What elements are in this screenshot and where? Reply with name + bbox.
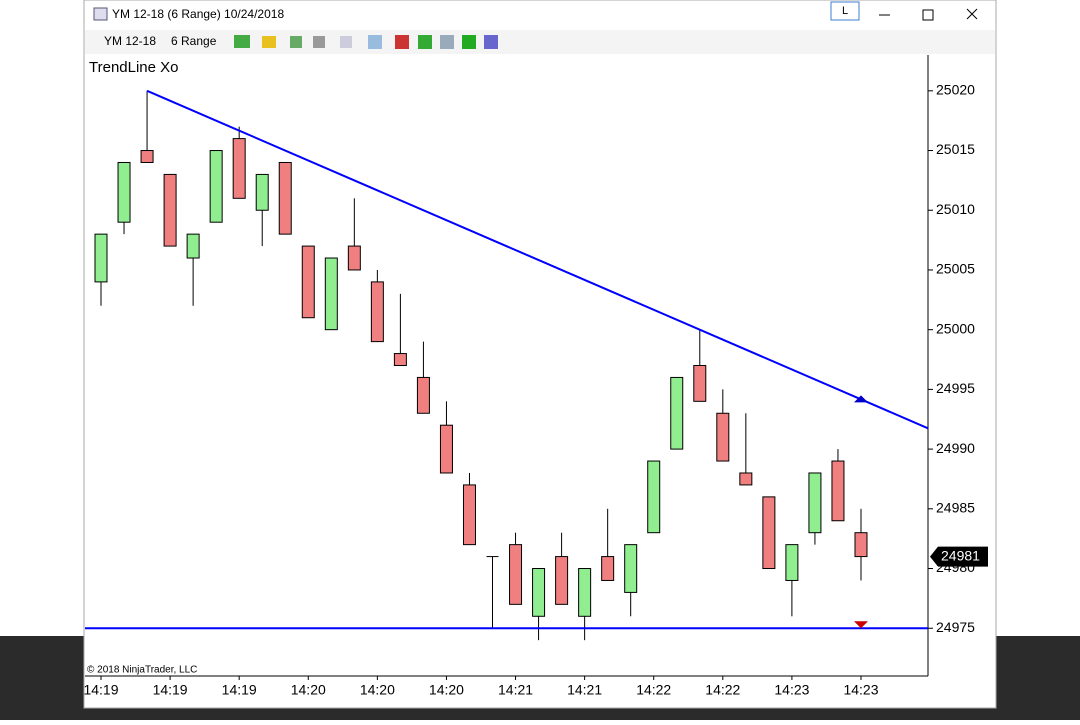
x-tick-label: 14:23 <box>843 682 878 698</box>
y-tick-label: 25005 <box>936 261 975 277</box>
app-icon <box>93 7 108 21</box>
candle-body <box>117 161 131 223</box>
plot: 2497524980249852499024995250002500525010… <box>83 82 988 698</box>
toolbar-icons[interactable] <box>234 35 498 49</box>
candle-body <box>739 472 753 486</box>
y-tick-label: 25000 <box>936 320 975 336</box>
trend-line <box>146 89 929 430</box>
candle-body <box>140 150 154 163</box>
candle-body <box>255 173 269 211</box>
chart-title: TrendLine Xo <box>89 59 179 76</box>
x-tick-label: 14:20 <box>429 682 464 698</box>
desktop-background <box>0 708 1080 720</box>
tool-icon[interactable] <box>313 36 325 48</box>
tool-icon[interactable] <box>484 35 498 49</box>
desktop-background <box>0 636 84 720</box>
x-tick-label: 14:22 <box>636 682 671 698</box>
candle-body <box>301 245 315 319</box>
candle-body <box>416 376 430 414</box>
x-tick-label: 14:20 <box>291 682 326 698</box>
x-tick-label: 14:19 <box>222 682 257 698</box>
copyright: © 2018 NinjaTrader, LLC <box>87 665 197 676</box>
tool-icon[interactable] <box>290 36 302 48</box>
candle-body <box>278 161 292 235</box>
draw-icon[interactable] <box>262 36 276 48</box>
candle-body <box>831 460 845 522</box>
x-tick-label: 14:21 <box>567 682 602 698</box>
candle-body <box>854 532 868 558</box>
maximize-button[interactable] <box>922 9 934 21</box>
x-tick-label: 14:22 <box>705 682 740 698</box>
close-button[interactable] <box>966 8 978 20</box>
candle-body <box>509 544 523 605</box>
y-tick-label: 24990 <box>936 440 975 456</box>
candle-body <box>370 281 384 343</box>
candle-body <box>393 353 407 366</box>
zoom-icon[interactable] <box>368 35 382 49</box>
candle-body <box>209 150 223 223</box>
candle-body <box>624 544 638 593</box>
candle-body <box>578 568 592 617</box>
y-tick-label: 25010 <box>936 201 975 217</box>
alert-marker-up <box>853 395 868 403</box>
chart-style-icon[interactable] <box>234 35 250 48</box>
candle-body <box>693 365 707 402</box>
candle-body <box>601 556 615 581</box>
y-tick-label: 24975 <box>936 619 975 635</box>
candle-body <box>555 556 569 605</box>
candle-body <box>808 472 822 534</box>
select-icon[interactable] <box>340 36 352 48</box>
candle-body <box>532 568 546 617</box>
tool-icon[interactable] <box>462 35 476 49</box>
link-button-label[interactable]: L <box>842 5 848 17</box>
candle-body <box>647 460 661 534</box>
x-tick-label: 14:23 <box>774 682 809 698</box>
candle-body <box>762 496 776 570</box>
instrument-selector[interactable]: YM 12-18 <box>104 34 156 48</box>
candle-body <box>716 412 730 462</box>
period-selector[interactable]: 6 Range <box>171 34 217 48</box>
x-tick-label: 14:20 <box>360 682 395 698</box>
x-tick-label: 14:19 <box>83 682 118 698</box>
tool-icon[interactable] <box>440 35 454 49</box>
y-tick-label: 24985 <box>936 500 975 516</box>
tool-icon[interactable] <box>418 35 432 49</box>
link-button[interactable] <box>830 1 860 21</box>
candle-body <box>94 233 108 283</box>
candle-body <box>186 233 200 259</box>
y-tick-label: 24995 <box>936 380 975 396</box>
desktop-background <box>996 636 1080 720</box>
toolbar <box>85 30 995 54</box>
last-price-box <box>930 546 988 567</box>
candle-body <box>670 376 684 450</box>
x-tick-label: 14:21 <box>498 682 533 698</box>
x-tick-label: 14:19 <box>153 682 188 698</box>
last-price-label: 24981 <box>941 547 980 563</box>
candle-body <box>785 544 799 581</box>
candle-body <box>163 173 177 247</box>
candle-body <box>232 138 246 199</box>
candle-body <box>324 257 338 331</box>
candle-body <box>439 424 453 474</box>
alert-marker-down <box>853 621 868 629</box>
y-tick-label: 25015 <box>936 141 975 157</box>
candle-body <box>347 245 361 271</box>
candle-body <box>462 484 476 546</box>
y-tick-label: 25020 <box>936 82 975 98</box>
tool-icon[interactable] <box>395 35 409 49</box>
window-title: YM 12-18 (6 Range) 10/24/2018 <box>112 7 284 21</box>
